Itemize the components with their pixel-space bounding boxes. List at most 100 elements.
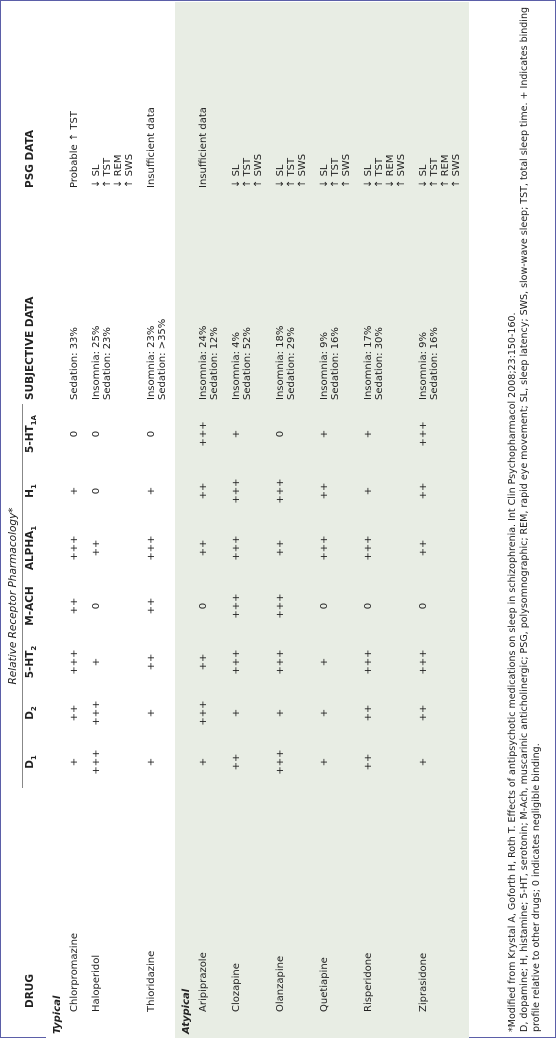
receptor-binding: 0 [315,578,360,634]
receptor-binding: ++ [65,690,88,736]
receptor-binding: + [142,736,176,788]
subjective-line: Sedation: 30% [374,327,386,400]
subjective-line: Sedation: 12% [209,327,221,400]
receptor-binding: 0 [271,403,316,464]
psg-line: ↑ TST [429,157,441,188]
psg-data: ↓ SL ↑ TST ↑ SWS [271,1,316,192]
psg-data: ↓ SL ↑ TST ↑ SWS [315,1,360,192]
pharmacology-table: Relative Receptor Pharmacology* DRUG D1 D2 5… [0,1,470,1038]
column-header: ALPHA1 [23,518,47,578]
column-header: PSG DATA [23,2,47,192]
header-text: D [24,711,36,720]
header-text: M-ACH [24,586,36,626]
group-row: Atypical [175,1,195,1038]
psg-line: ↑ SWS [253,153,265,188]
subjective-line: Insomnia: 4% [231,331,243,400]
header-text: D [24,760,36,769]
psg-line: ↑ TST [374,157,386,188]
receptor-binding: ++ [142,578,176,634]
receptor-binding: +++ [414,634,470,690]
subjective-line: Sedation: 29% [286,327,298,400]
receptor-binding: 0 [142,403,176,464]
column-header: 5-HT2 [23,634,47,690]
psg-line: ↑ REM [440,154,452,188]
receptor-binding: ++ [194,518,228,578]
receptor-binding: +++ [227,518,272,578]
receptor-binding: + [359,464,415,518]
receptor-binding: ++ [227,736,272,788]
receptor-binding: + [315,403,360,464]
psg-line: ↑ TST [330,157,342,188]
psg-line: ↑ SWS [396,153,408,188]
group-row: Typical [46,1,66,1038]
drug-row: Haloperidol +++ +++ +0 ++ 0 0 Insomnia: 25% Seda… [87,1,143,1038]
footnote: D, dopamine; H, histamine; 5-HT, seroton… [519,6,542,1032]
receptor-binding: 0 [87,578,143,634]
drug-name: Thioridazine [142,788,176,1038]
receptor-binding: 0 [87,403,143,464]
receptor-binding: +++ [359,634,415,690]
receptor-binding: + [142,690,176,736]
header-subscript: 1 [30,755,39,761]
psg-line: ↑ SWS [341,153,353,188]
receptor-binding: + [227,690,272,736]
receptor-binding: + [227,403,272,464]
receptor-binding: +++ [414,403,470,464]
drug-row: Quetiapine + + +0 +++ ++ + Insomnia: 9% Sedation… [315,1,360,1038]
subjective-line: Insomnia: 9% [418,331,430,400]
receptor-binding: + [65,464,88,518]
psg-line: Insufficient data [198,107,210,188]
drug-name: Ziprasidone [414,788,470,1038]
column-header-row: DRUG D1 D2 5-HT2 M-ACH ALPHA1 H1 5-HT1A SUBJECTI… [23,2,47,1038]
psg-line: ↑ TST [242,157,254,188]
subjective-line: Sedation: 23% [102,327,114,400]
receptor-binding: ++ [87,518,143,578]
psg-line: ↑ TST [102,157,114,188]
receptor-binding: 0 [414,578,470,634]
subjective-line: Insomnia: 25% [91,325,103,400]
psg-data: ↓ SL ↑ TST ↓ REM ↑ SWS [87,1,143,192]
blank [0,788,23,1038]
receptor-binding: +++ [87,736,143,788]
drug-name: Clozapine [227,788,272,1038]
super-header: Relative Receptor Pharmacology* [0,403,23,788]
header-subscript: 2 [30,645,39,651]
receptor-binding: ++ [65,578,88,634]
psg-line: ↓ SL [231,164,243,188]
header-text: 5-HT [24,425,36,453]
receptor-binding: 0 [194,578,228,634]
drug-name: Olanzapine [271,788,316,1038]
header-subscript: 1A [30,415,39,426]
psg-data: ↓ SL ↑ TST ↑ SWS [227,1,272,192]
receptor-binding: +++ [227,578,272,634]
receptor-binding: ++ [414,464,470,518]
psg-line: ↓ SL [418,164,430,188]
receptor-binding: ++ [414,690,470,736]
receptor-binding: 0 [65,403,88,464]
footnotes: *Modified from Krystal A, Goforth H, Rot… [507,7,543,1032]
drug-name: Aripiprazole [194,788,228,1038]
subjective-line: Insomnia: 17% [363,325,375,400]
group-label: Typical [46,1,66,1038]
drug-row: Ziprasidone + ++ +++ 0 ++ ++ +++ Insomnia: 9% Sed… [414,1,470,1038]
psg-line: Probable ↑ TST [69,111,81,188]
receptor-binding: +++ [271,578,316,634]
psg-line: ↓ SL [275,164,287,188]
receptor-binding: +++ [271,464,316,518]
psg-line: ↓ REM [385,154,397,188]
receptor-binding: ++ [359,690,415,736]
subjective-data: Insomnia: 24% Sedation: 12% [194,191,228,404]
drug-row: Chlorpromazine + ++ +++ ++ +++ +0 Sedation: 33%… [65,1,88,1038]
receptor-binding: +++ [271,634,316,690]
subjective-data: Insomnia: 9% Sedation: 16% [315,191,360,404]
psg-data: ↓ SL ↑ TST ↑ REM ↑ SWS [414,1,470,192]
receptor-binding: ++ [359,736,415,788]
subjective-line: Insomnia: 23% [146,325,158,400]
subjective-data: Insomnia: 9% Sedation: 16% [414,191,470,404]
psg-line: ↓ REM [113,154,125,188]
column-header: DRUG [23,788,47,1038]
header-text: PSG DATA [23,129,36,188]
psg-line: ↓ SL [319,164,331,188]
receptor-binding: +++ [65,518,88,578]
